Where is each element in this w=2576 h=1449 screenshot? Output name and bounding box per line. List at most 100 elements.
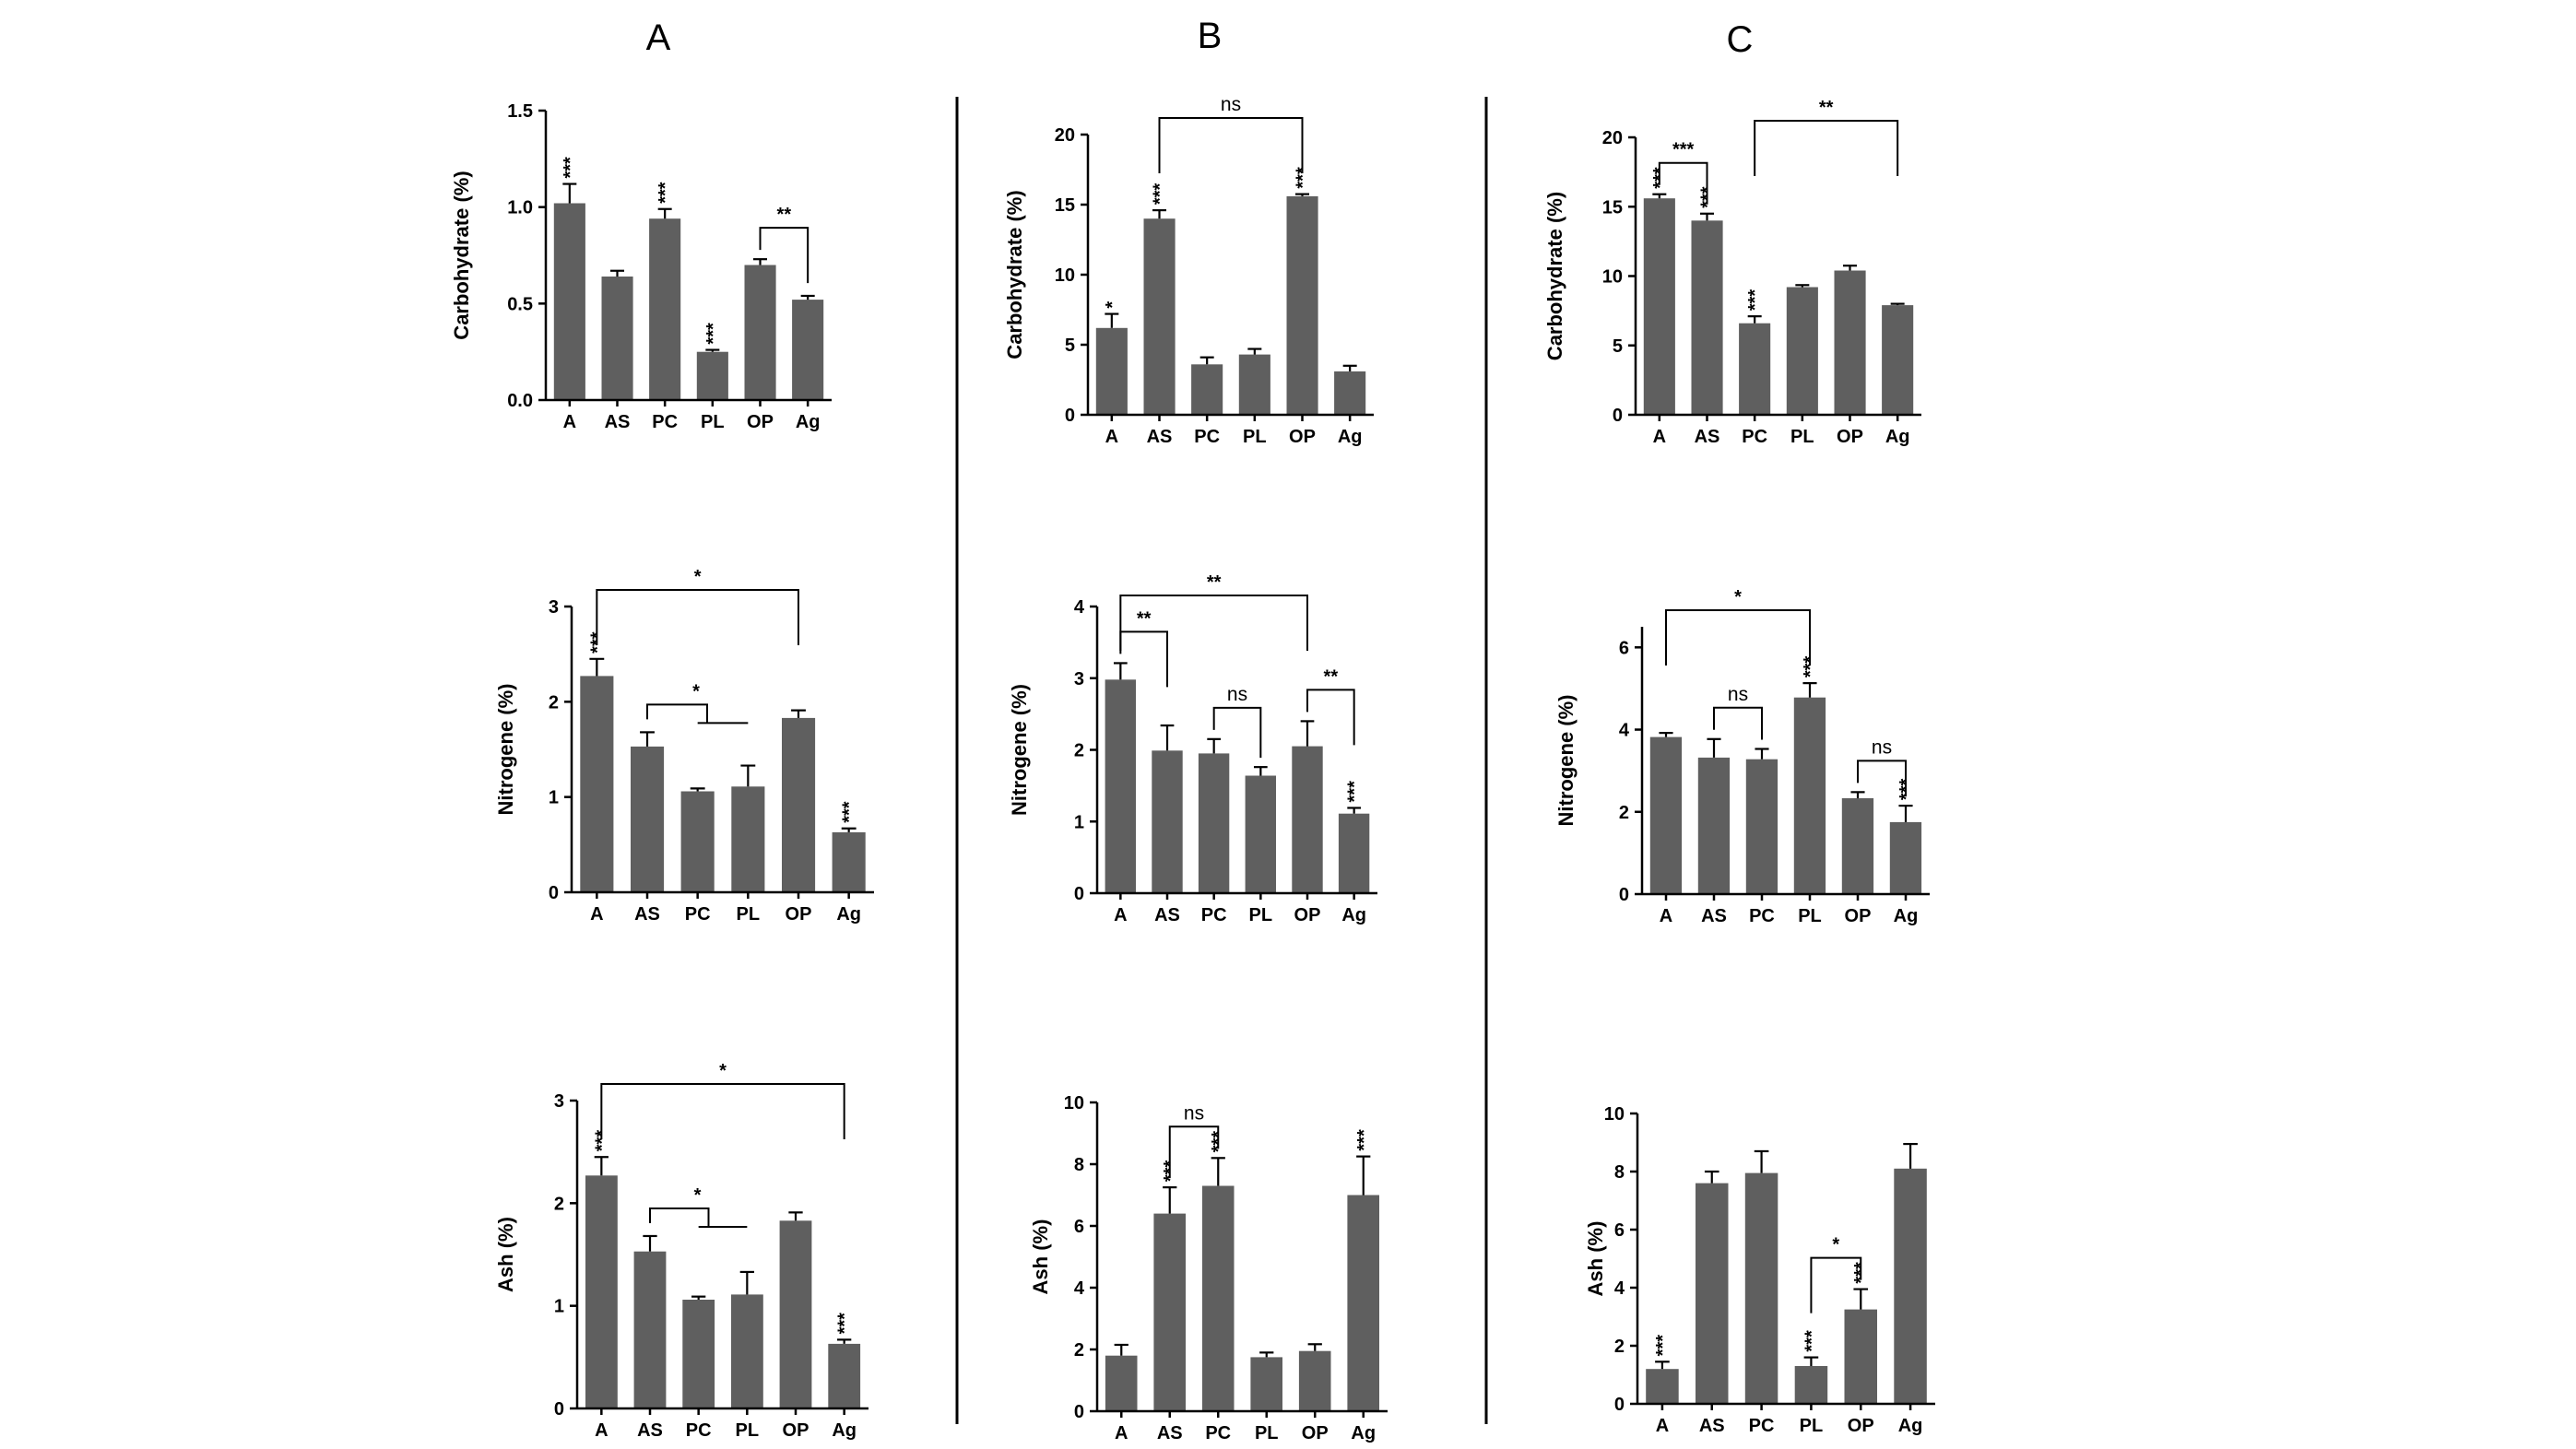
y-axis-label: Carbohydrate (%) [1003, 190, 1026, 359]
bar-pc [1198, 753, 1230, 893]
y-tick-label: 4 [1614, 1278, 1625, 1299]
bar-pl [731, 1294, 763, 1408]
tick-label-pl: PL [1790, 427, 1814, 447]
comparison-label: ns [1872, 736, 1892, 758]
y-tick-label: 0 [1614, 1395, 1625, 1415]
bar-pl [1793, 697, 1826, 894]
bar-a [585, 1175, 618, 1408]
panels: A***AS PC***PL***OP Ag0.00.51.01.5Carbohyd… [450, 94, 1935, 1443]
tick-label-pl: PL [1255, 1423, 1279, 1443]
y-tick-label: 4 [1074, 597, 1085, 618]
comparison-label: ** [1207, 572, 1222, 593]
chart-panel-a-ash: A *** AS PC PL OP Ag *** 0 1 2 3 Ash (%) * * [494, 1061, 869, 1441]
column-title-b: B [1198, 16, 1223, 56]
comparison-label: ns [1227, 684, 1247, 705]
tick-label-a: A [595, 1420, 608, 1441]
bar-pc [1191, 364, 1223, 415]
bar-op [1834, 270, 1866, 415]
y-tick-label: 10 [1055, 265, 1075, 286]
tick-label-a: A [1115, 1423, 1128, 1443]
tick-label-pl: PL [736, 1420, 760, 1441]
comparison-bracket [646, 703, 749, 724]
bar-as [601, 277, 633, 400]
tick-label-pc: PC [1742, 427, 1767, 447]
tick-label-pc: PC [1749, 906, 1775, 926]
tick-label-ag: Ag [1898, 1416, 1923, 1436]
comparison-label: ns [1728, 684, 1748, 705]
y-tick-label: 5 [1613, 336, 1623, 357]
bar-pl [696, 351, 728, 400]
tick-label-pc: PC [652, 412, 678, 432]
y-axis-label: Carbohydrate (%) [450, 171, 473, 339]
bar-as [633, 1251, 667, 1408]
y-tick-label: 10 [1064, 1093, 1084, 1113]
y-tick-label: 1.0 [507, 198, 533, 218]
y-tick-label: 3 [549, 597, 559, 618]
y-tick-label: 20 [1055, 125, 1075, 146]
bar-ag [1334, 371, 1366, 415]
y-tick-label: 15 [1055, 195, 1075, 216]
tick-label-as: AS [1157, 1423, 1183, 1443]
tick-label-as: AS [605, 412, 631, 432]
y-tick-label: 2 [1074, 1340, 1084, 1361]
significance-label: *** [835, 1313, 856, 1335]
significance-label: *** [840, 801, 860, 823]
y-tick-label: 1 [554, 1297, 564, 1317]
y-tick-label: 0 [1065, 406, 1075, 426]
bar-pl [1250, 1357, 1282, 1411]
bar-as [1152, 750, 1183, 893]
bar-ag [1347, 1195, 1379, 1411]
bar-pc [1739, 323, 1771, 415]
y-tick-label: 4 [1619, 721, 1630, 741]
bar-a [1105, 679, 1136, 893]
tick-label-pc: PC [1205, 1423, 1231, 1443]
y-tick-label: 1 [549, 788, 559, 808]
bar-a [1095, 327, 1128, 415]
comparison-bracket [1306, 689, 1355, 746]
y-tick-label: 0 [549, 883, 559, 903]
tick-label-op: OP [1837, 427, 1863, 447]
comparison-bracket [600, 1083, 845, 1139]
y-tick-label: 0.5 [507, 294, 533, 314]
comparison-bracket [1810, 1256, 1862, 1314]
y-tick-label: 5 [1065, 336, 1075, 356]
y-tick-label: 0 [1074, 1402, 1084, 1422]
chart-panel-b-carb: A * AS *** PC PL OP *** Ag 0 5 10 15 20 Carbohydrate (… [1003, 94, 1374, 447]
tick-label-ag: Ag [1341, 905, 1366, 925]
y-tick-label: 10 [1602, 267, 1623, 288]
bar-pc [682, 1300, 715, 1408]
y-axis-label: Nitrogene (%) [494, 684, 517, 816]
y-axis-label: Ash (%) [494, 1217, 517, 1292]
bar-pl [731, 786, 765, 892]
tick-label-pc: PC [685, 904, 711, 925]
y-tick-label: 8 [1074, 1155, 1084, 1175]
y-tick-label: 20 [1602, 128, 1623, 148]
column-title-c: C [1727, 19, 1754, 60]
comparison-bracket [1713, 706, 1763, 740]
bar-a [553, 203, 585, 400]
tick-label-as: AS [634, 904, 660, 925]
y-tick-label: 1.5 [507, 101, 533, 122]
y-axis-label: Ash (%) [1584, 1221, 1607, 1297]
tick-label-pc: PC [1194, 427, 1220, 447]
comparison-bracket [596, 589, 799, 645]
y-axis-label: Nitrogene (%) [1008, 684, 1031, 816]
tick-label-as: AS [1701, 906, 1727, 926]
comparison-label: ** [1819, 98, 1834, 118]
significance-label: *** [592, 1130, 612, 1152]
comparison-bracket [759, 227, 809, 284]
comparison-label: * [692, 681, 700, 701]
tick-label-op: OP [1845, 906, 1872, 926]
y-tick-label: 4 [1074, 1278, 1085, 1299]
y-tick-label: 2 [1074, 741, 1084, 761]
comparison-bracket [649, 1207, 748, 1228]
bar-pc [649, 218, 681, 400]
significance-label: * [1103, 301, 1123, 309]
y-tick-label: 3 [1074, 669, 1084, 689]
tick-label-pl: PL [1798, 906, 1822, 926]
y-tick-label: 1 [1074, 812, 1084, 832]
comparison-label: *** [1672, 140, 1695, 160]
tick-label-ag: Ag [1338, 427, 1363, 447]
